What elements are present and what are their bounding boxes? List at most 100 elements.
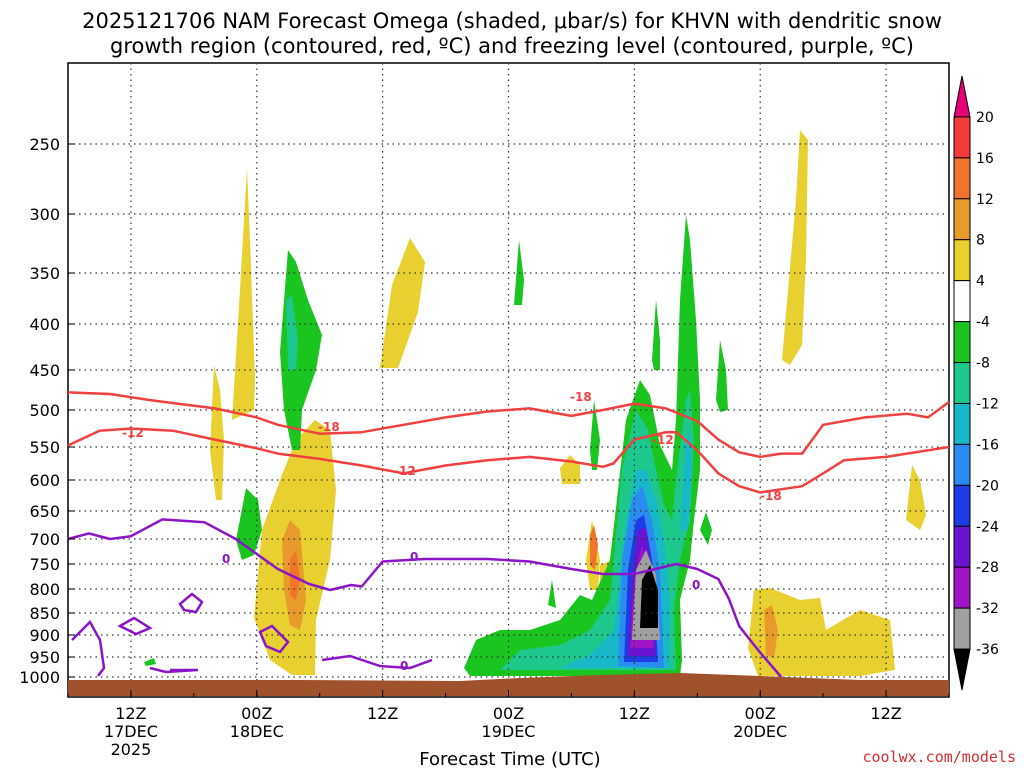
colorbar-segment [953, 443, 971, 486]
colorbar-label: 4 [976, 274, 985, 290]
y-tick-label: 800 [29, 580, 60, 599]
x-tick-label: 00Z [745, 704, 776, 723]
shade-green-6 [716, 340, 728, 412]
x-tick-label: 00Z [241, 704, 272, 723]
colorbar-segment [953, 525, 971, 568]
x-tick-label: 00Z [493, 704, 524, 723]
shade-yellow-7 [748, 588, 895, 676]
x-tick-label: 12Z [870, 704, 901, 723]
freezing-blob-1 [178, 592, 204, 614]
freezing-blob-5 [149, 666, 199, 674]
shade-teal-2 [286, 295, 298, 370]
colorbar-label: -36 [976, 642, 999, 658]
colorbar-label: -28 [976, 560, 999, 576]
x-tick-label: 19DEC [482, 722, 536, 741]
colorbar-label: -16 [976, 437, 999, 453]
y-tick-label: 750 [29, 555, 60, 574]
shade-green-4 [590, 400, 600, 470]
colorbar-label: 16 [976, 151, 994, 167]
colorbar: 20 16 12 8 4 -4 -8 -12 -16 -20 -24 -28 -32 -36 [953, 75, 999, 691]
colorbar-label: -8 [976, 356, 990, 372]
freezing-blob-6 [321, 654, 433, 670]
freezing-blob-2 [117, 616, 153, 636]
x-tick-label: 12Z [619, 704, 650, 723]
colorbar-label: 20 [976, 110, 994, 126]
colorbar-label: 8 [976, 233, 985, 249]
contour-label-zero-d: 0 [692, 578, 700, 592]
shade-green-2 [236, 488, 262, 560]
contour-label-minus18-c: -18 [760, 489, 782, 503]
y-tick-label: 1000 [19, 668, 60, 687]
contour-label-zero-a: 0 [222, 552, 230, 566]
shade-yellow-5 [782, 130, 808, 365]
gridlines [68, 63, 949, 697]
freezing-level-blobs [71, 592, 433, 677]
y-tick-label: 600 [29, 471, 60, 490]
y-tick-label: 350 [29, 264, 60, 283]
colorbar-label: -24 [976, 519, 999, 535]
x-tick-label: 18DEC [230, 722, 284, 741]
colorbar-segment [953, 157, 971, 200]
contour-label-zero-b: 0 [410, 550, 418, 564]
y-tick-label: 550 [29, 438, 60, 457]
colorbar-label: -4 [976, 315, 990, 331]
contour-label-minus18-a: -18 [318, 420, 340, 434]
colorbar-segment [953, 198, 971, 241]
shade-cyan-2 [680, 430, 692, 530]
y-tick-label: 950 [29, 648, 60, 667]
shade-green-9 [700, 512, 712, 545]
chart-title-line-1: 2025121706 NAM Forecast Omega (shaded, μ… [82, 9, 942, 33]
shade-yellow-3 [380, 238, 425, 368]
contour-label-zero-c: 0 [400, 659, 408, 673]
y-tick-label: 300 [29, 205, 60, 224]
colorbar-label: 12 [976, 192, 994, 208]
shade-yellow-1 [232, 168, 255, 420]
contour-label-minus18-b: -18 [570, 390, 592, 404]
freezing-blob-4 [71, 619, 106, 677]
shade-orange-3 [590, 525, 598, 570]
colorbar-segment [953, 75, 971, 118]
y-axis-ticks: 250 300 350 400 450 500 550 600 650 700 750 800 850 9… [19, 135, 75, 687]
colorbar-segment [953, 607, 971, 650]
y-tick-label: 450 [29, 361, 60, 380]
credit-text: coolwx.com/models [862, 748, 1016, 766]
x-tick-label: 12Z [367, 704, 398, 723]
contour-lines [67, 391, 950, 678]
shade-orange-2 [290, 550, 300, 600]
contour-freezing_level_0 [67, 518, 783, 678]
y-tick-label: 850 [29, 604, 60, 623]
y-tick-label: 650 [29, 502, 60, 521]
y-tick-label: 500 [29, 401, 60, 420]
shade-black-core [640, 565, 658, 628]
colorbar-segment [953, 402, 971, 445]
colorbar-segment [953, 484, 971, 527]
shade-green-5 [652, 300, 660, 370]
contour-labels: -12 -18 -12 -18 -12 -18 0 0 0 0 [122, 390, 782, 673]
colorbar-segment [953, 321, 971, 364]
ground-terrain [68, 673, 949, 696]
freezing-blob-3 [258, 624, 290, 654]
colorbar-label: -32 [976, 601, 999, 617]
contour-label-minus12-a: -12 [122, 426, 144, 440]
colorbar-segment [953, 362, 971, 404]
colorbar-label: -20 [976, 478, 999, 494]
contour-label-minus12-c: -12 [652, 433, 674, 447]
y-tick-label: 900 [29, 626, 60, 645]
shade-green-8 [144, 658, 156, 666]
colorbar-segment [953, 239, 971, 282]
colorbar-segment [953, 116, 971, 159]
colorbar-segment [953, 648, 971, 691]
colorbar-label: -12 [976, 396, 999, 412]
colorbar-segment [953, 280, 971, 323]
contour-dgz_lower_minus12 [67, 427, 950, 494]
x-tick-label: 12Z [115, 704, 146, 723]
shade-orange-4 [764, 605, 778, 658]
x-tick-label: 17DEC [104, 722, 158, 741]
x-tick-label: 2025 [111, 740, 152, 759]
contour-dgz_upper_minus18 [67, 391, 950, 459]
shade-yellow-6 [906, 465, 926, 530]
x-axis-label: Forecast Time (UTC) [419, 749, 600, 768]
shade-yellow-2 [210, 365, 224, 500]
